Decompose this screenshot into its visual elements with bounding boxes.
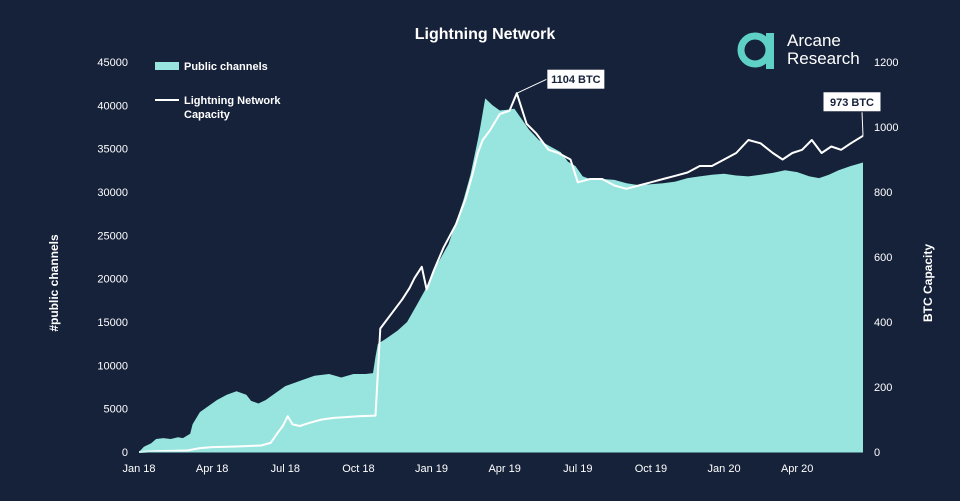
x-tick-label: Apr 18: [196, 463, 228, 475]
chart-title: Lightning Network: [415, 26, 556, 43]
legend: Public channels Lightning Network Capaci…: [155, 61, 284, 121]
x-tick-label: Jul 18: [271, 463, 300, 475]
y-right-tick-label: 200: [874, 382, 892, 394]
brand-name-line1: Arcane: [787, 31, 841, 50]
y-right-tick-label: 1000: [874, 122, 898, 134]
y-left-tick-label: 0: [122, 447, 128, 459]
x-tick-label: Oct 18: [342, 463, 374, 475]
legend-swatch-public-channels: [155, 62, 179, 70]
y-right-tick-labels: 0 200 400 600 800 1000 1200: [874, 57, 898, 459]
y-left-tick-label: 5000: [104, 404, 128, 416]
callout-leader: [516, 78, 548, 94]
legend-label-capacity-line2: Capacity: [184, 109, 231, 121]
callout-label: 1104 BTC: [551, 74, 601, 86]
x-tick-label: Jan 18: [122, 463, 155, 475]
series-capacity-line: [138, 92, 864, 453]
y-left-tick-label: 15000: [97, 317, 128, 329]
callout-leader: [861, 111, 864, 136]
y-left-tick-label: 40000: [97, 100, 128, 112]
y-left-tick-label: 20000: [97, 274, 128, 286]
y-left-tick-label: 35000: [97, 144, 128, 156]
y-left-tick-label: 45000: [97, 57, 128, 69]
callout-label: 973 BTC: [830, 97, 874, 109]
callout-box: [546, 68, 606, 90]
y-left-tick-label: 30000: [97, 187, 128, 199]
y-right-tick-label: 400: [874, 317, 892, 329]
x-tick-label: Jul 19: [563, 463, 592, 475]
brand-name-line2: Research: [787, 49, 860, 68]
callout-box: [822, 91, 882, 113]
x-tick-labels: Jan 18 Apr 18 Jul 18 Oct 18 Jan 19 Apr 19 Jul …: [122, 463, 813, 475]
y-left-axis-label: #public channels: [47, 234, 61, 332]
legend-label-capacity-line1: Lightning Network: [184, 95, 281, 107]
series-public-channels-area: [139, 98, 863, 453]
y-left-tick-label: 25000: [97, 230, 128, 242]
y-left-tick-label: 10000: [97, 360, 128, 372]
x-tick-label: Apr 20: [781, 463, 813, 475]
y-right-tick-label: 1200: [874, 57, 898, 69]
y-right-tick-label: 0: [874, 447, 880, 459]
x-tick-label: Oct 19: [635, 463, 667, 475]
legend-label-capacity: Lightning Network Capacity: [184, 95, 284, 121]
y-right-tick-label: 600: [874, 252, 892, 264]
legend-label-public-channels: Public channels: [184, 61, 268, 73]
y-left-tick-labels: 0 5000 10000 15000 20000 25000 30000 35000 40000…: [97, 57, 128, 459]
y-right-tick-label: 800: [874, 187, 892, 199]
x-tick-label: Jan 19: [415, 463, 448, 475]
x-tick-label: Jan 20: [708, 463, 741, 475]
callouts: 1104 BTC 973 BTC: [516, 68, 882, 136]
plot-area: [138, 92, 864, 453]
brand-logo: Arcane Research: [737, 31, 860, 69]
y-right-axis-label: BTC Capacity: [921, 244, 935, 322]
brand-logo-bar: [766, 33, 774, 69]
x-tick-label: Apr 19: [488, 463, 520, 475]
